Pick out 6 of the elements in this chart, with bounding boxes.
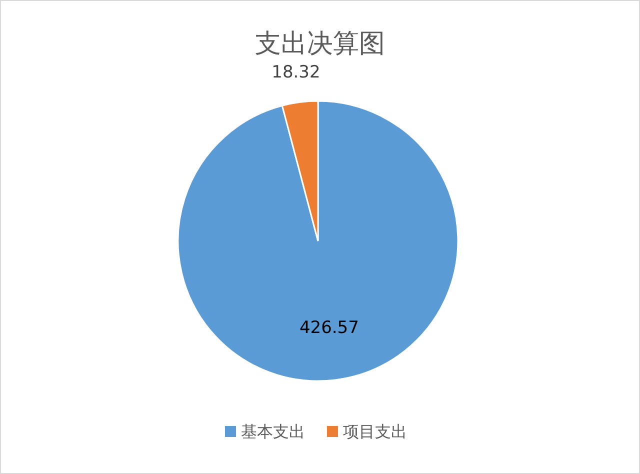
pie-slice	[177, 100, 459, 382]
data-label: 426.57	[299, 318, 359, 338]
data-label: 18.32	[272, 62, 320, 83]
legend-label: 项目支出	[343, 422, 407, 441]
chart-title: 支出决算图	[255, 29, 385, 59]
legend-label: 基本支出	[241, 422, 305, 441]
